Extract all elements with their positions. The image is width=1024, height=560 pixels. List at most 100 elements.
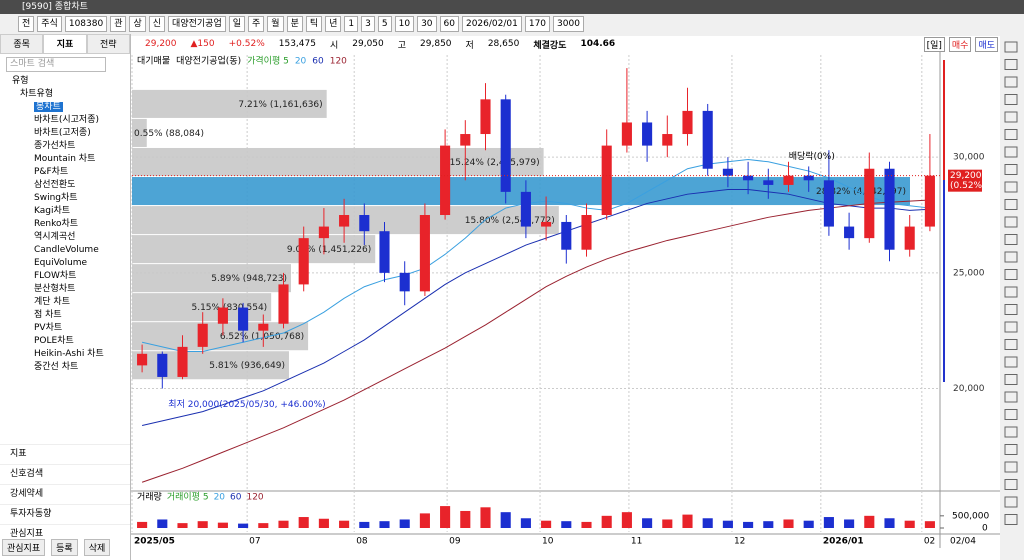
tree-item[interactable]: FLOW차트 — [34, 271, 77, 281]
section[interactable]: 투자자동향 — [0, 504, 130, 524]
volume-bar — [137, 521, 148, 528]
dividend-annotation: 배당락(0%) — [789, 150, 835, 162]
toolbar-button[interactable]: 10 — [394, 16, 415, 32]
candle-body — [844, 226, 855, 239]
candle-body — [743, 175, 754, 181]
candle-body — [177, 346, 188, 377]
section[interactable]: 강세약세 — [0, 484, 130, 504]
toolbar-button[interactable]: 월 — [267, 16, 284, 32]
footer: 관심지표 등록 삭제 — [2, 539, 111, 556]
toolbar-button[interactable]: 주 — [248, 16, 265, 32]
legend-entry: 가격이평 5 — [247, 55, 289, 67]
toolbar-button[interactable]: 분 — [286, 16, 303, 32]
toolbar-button[interactable]: 1 — [344, 16, 359, 32]
tab[interactable]: 종목 — [0, 34, 44, 54]
tree-item-row: Kagi차트 — [0, 205, 130, 218]
toolbar-button[interactable]: 30 — [417, 16, 437, 32]
tool-icon — [1004, 286, 1018, 298]
tree-item[interactable]: EquiVolume — [34, 258, 88, 268]
tree-item[interactable]: P&F차트 — [34, 167, 69, 177]
toolbar-button[interactable]: 3 — [361, 16, 375, 32]
tool-icon — [1004, 321, 1018, 333]
tree-item[interactable]: 역시계곡선 — [34, 232, 76, 242]
toolbar-button[interactable]: 5 — [377, 16, 392, 32]
tree-item-row: 분산형차트 — [0, 283, 130, 296]
candle-body — [541, 221, 552, 227]
chart-bg — [131, 52, 1000, 560]
volume-bar — [318, 518, 329, 528]
volume-legend-entry: 20 — [214, 493, 226, 503]
candle-body — [823, 180, 834, 227]
tree-item[interactable]: 바차트(시고저종) — [34, 115, 99, 125]
toolbar-button[interactable]: 년 — [325, 16, 342, 32]
candle-body — [662, 134, 673, 146]
quote-button[interactable]: 매수 — [948, 37, 972, 52]
toolbar-button[interactable]: 3000 — [553, 16, 584, 32]
section[interactable]: 지표 — [0, 444, 130, 464]
tree-item[interactable]: 봉차트 — [34, 102, 63, 112]
toolbar-button[interactable]: 대양전기공업 — [168, 16, 226, 32]
volume-bar — [763, 521, 774, 528]
tree-item[interactable]: Kagi차트 — [34, 206, 71, 216]
toolbar-button[interactable]: 일 — [228, 16, 246, 32]
tool-icon — [1004, 41, 1018, 53]
toolbar-button[interactable]: 170 — [524, 16, 551, 32]
tab[interactable]: 전략 — [86, 34, 130, 54]
candle-body — [500, 99, 511, 192]
toolbar-button[interactable]: 108380 — [64, 16, 108, 32]
toolbar-button[interactable]: 전 — [18, 16, 35, 32]
tree-item[interactable]: 점 차트 — [34, 310, 62, 320]
tree-item[interactable]: PV차트 — [34, 323, 63, 333]
quote-button[interactable]: [일] — [923, 37, 945, 52]
tool-icon — [1004, 339, 1018, 350]
tree-item[interactable]: Mountain 차트 — [34, 154, 96, 164]
tree-item[interactable]: CandleVolume — [34, 245, 99, 255]
search-box[interactable]: 스마트 검색 — [6, 57, 106, 72]
section[interactable]: 관심지표 — [0, 524, 130, 544]
tree-item[interactable]: Swing차트 — [34, 193, 78, 203]
toolbar-button[interactable]: 관 — [110, 16, 127, 32]
volume-profile-label: 7.21% (1,161,636) — [238, 100, 322, 110]
tree-item-row: 계단 차트 — [0, 296, 130, 309]
tool-icon — [1004, 409, 1018, 420]
tool-icon — [1004, 426, 1018, 438]
x-tick-label: 09 — [449, 537, 461, 547]
legend-entry: 대양전기공업(동) — [176, 56, 241, 67]
candle-body — [440, 145, 451, 216]
candle-body — [157, 353, 168, 377]
volume-legend-entry: 거래량 — [137, 491, 162, 503]
price-tag: 29,200 — [950, 171, 982, 181]
tree-item[interactable]: Renko차트 — [34, 219, 79, 229]
volume-bar — [520, 518, 531, 528]
footer-button[interactable]: 등록 — [51, 539, 78, 556]
tree-item[interactable]: 중간선 차트 — [34, 362, 79, 372]
tool-icon — [1004, 479, 1018, 490]
toolbar-button[interactable]: 상 — [129, 16, 146, 32]
tree-item[interactable]: 삼선전환도 — [34, 180, 76, 190]
toolbar-button[interactable]: 60 — [439, 16, 459, 32]
tree-item[interactable]: POLE차트 — [34, 336, 74, 346]
section[interactable]: 신호검색 — [0, 464, 130, 484]
tool-icon — [1004, 181, 1018, 193]
tool-icon — [1004, 461, 1018, 473]
footer-button[interactable]: 관심지표 — [2, 539, 46, 556]
tree-item[interactable]: 분산형차트 — [34, 284, 76, 294]
tree-item[interactable]: 바차트(고저종) — [34, 128, 91, 138]
quote-button[interactable]: 매도 — [975, 37, 998, 52]
quote-item: 시 — [329, 40, 339, 51]
toolbar-button[interactable]: 신 — [148, 16, 166, 32]
toolbar-button[interactable]: 2026/02/01 — [461, 16, 522, 32]
tree-item-row: EquiVolume — [0, 257, 130, 270]
title-bar: [9590] 종합차트 — [0, 0, 1024, 14]
x-tick-label: 07 — [249, 537, 260, 547]
tree-item[interactable]: 계단 차트 — [34, 297, 70, 307]
tree-item[interactable]: Heikin-Ashi 차트 — [34, 349, 104, 359]
toolbar-button[interactable]: 틱 — [305, 16, 323, 32]
volume-bar — [844, 519, 855, 528]
tree-item[interactable]: 종가선차트 — [34, 141, 76, 151]
toolbar-button[interactable]: 주식 — [37, 16, 62, 32]
footer-button[interactable]: 삭제 — [83, 539, 111, 556]
tab[interactable]: 지표 — [43, 34, 87, 54]
tree-root: 유형 — [12, 76, 29, 86]
